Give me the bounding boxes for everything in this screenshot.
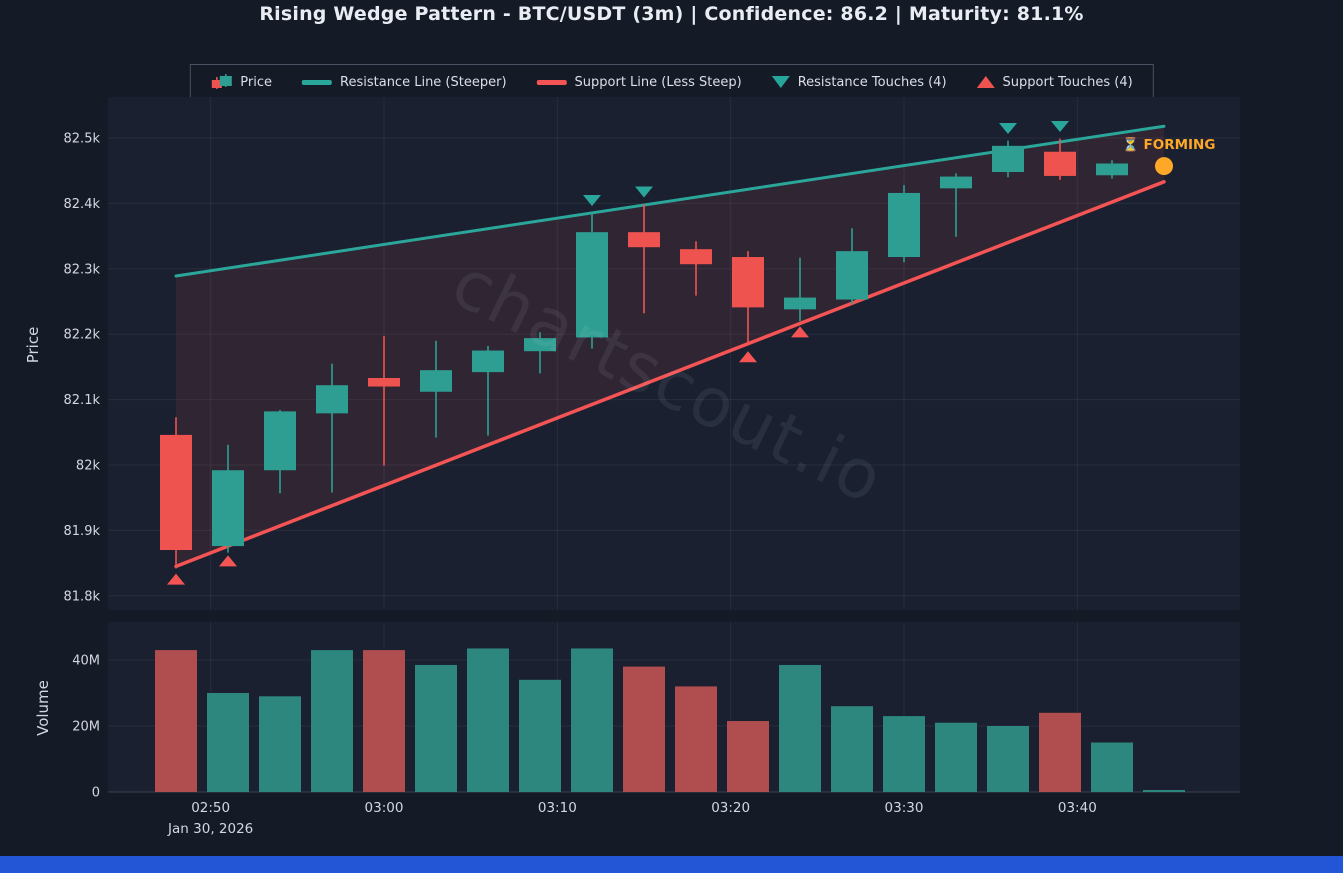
candlestick	[1044, 138, 1076, 180]
candlestick	[888, 185, 920, 263]
forming-status-badge: ⏳ FORMING	[1122, 137, 1216, 153]
candlestick	[680, 241, 712, 296]
volume-bar	[831, 706, 873, 792]
tick-label: 82k	[76, 459, 101, 474]
support-touch-marker	[167, 573, 185, 585]
tick-label: Jan 30, 2026	[167, 821, 253, 837]
triangle-down-icon	[771, 76, 790, 88]
tick-label: 03:30	[885, 800, 924, 816]
tick-label: 81.8k	[64, 589, 101, 604]
candlestick	[368, 336, 400, 466]
resistance-touch-marker	[999, 123, 1017, 134]
candlestick	[784, 257, 816, 322]
resistance-touch-marker	[635, 186, 653, 198]
tick-label: 03:00	[365, 800, 404, 816]
legend-label: Support Line (Less Steep)	[574, 74, 742, 90]
volume-bar	[1091, 742, 1133, 792]
resistance-touch-marker	[1051, 121, 1069, 133]
candlestick	[732, 251, 764, 345]
volume-chart: 02:50 03:00 03:10 03:20 03:30 03:40 Jan 30, 20…	[72, 622, 1240, 837]
legend: Price Resistance Line (Steeper) Support …	[189, 64, 1154, 100]
legend-label: Resistance Line (Steeper)	[340, 74, 507, 90]
volume-bar	[935, 722, 977, 792]
volume-bar	[207, 693, 249, 792]
volume-bar	[883, 716, 925, 792]
candlestick	[472, 345, 504, 436]
tick-label: 82.1k	[64, 393, 101, 408]
support-touch-marker	[219, 555, 237, 567]
legend-item-resistance-line[interactable]: Resistance Line (Steeper)	[302, 75, 507, 90]
tick-label: 03:10	[538, 800, 577, 816]
candlestick	[940, 173, 972, 237]
resistance-line-swatch-icon	[302, 79, 333, 85]
volume-bar	[1143, 790, 1185, 792]
volume-bar	[1039, 712, 1081, 792]
support-line-swatch-icon	[536, 79, 567, 85]
candlestick-swatch-icon	[211, 74, 232, 89]
tick-label: 82.4k	[64, 197, 101, 212]
legend-label: Price	[240, 74, 273, 90]
volume-bar	[415, 664, 457, 792]
price-plot-area	[108, 97, 1240, 610]
volume-bar	[519, 679, 561, 792]
candlestick	[1096, 160, 1128, 179]
price-axis-title: Price	[24, 326, 42, 364]
volume-bar	[987, 726, 1029, 792]
tick-label: 0	[92, 786, 100, 801]
tick-label: 03:20	[711, 800, 750, 816]
candlestick	[420, 340, 452, 438]
volume-bar	[467, 648, 509, 792]
tick-label: 82.5k	[64, 132, 101, 147]
legend-item-resistance-touches[interactable]: Resistance Touches (4)	[771, 74, 947, 90]
tick-label: 20M	[72, 720, 100, 735]
tick-label: 40M	[72, 654, 100, 669]
legend-label: Support Touches (4)	[1002, 74, 1133, 90]
candlestick	[576, 212, 608, 349]
bottom-accent-strip	[0, 856, 1343, 873]
volume-bar	[311, 650, 353, 792]
candlestick	[264, 410, 296, 494]
candlestick	[160, 417, 192, 569]
tick-label: 03:40	[1058, 800, 1097, 816]
candlestick	[524, 332, 556, 374]
volume-axis-title: Volume	[34, 680, 52, 736]
candlestick	[212, 444, 244, 553]
legend-label: Resistance Touches (4)	[797, 74, 947, 90]
volume-bar	[675, 686, 717, 792]
tick-label: 82.2k	[64, 328, 101, 343]
candlestick	[628, 204, 660, 314]
legend-item-price[interactable]: Price	[210, 74, 272, 90]
volume-bar	[779, 664, 821, 792]
volume-bar	[727, 721, 769, 792]
tick-label: 02:50	[191, 800, 230, 816]
resistance-touch-marker	[583, 194, 601, 206]
candlestick	[836, 228, 868, 305]
volume-bar	[571, 648, 613, 792]
volume-bar	[363, 650, 405, 792]
legend-item-support-line[interactable]: Support Line (Less Steep)	[536, 74, 742, 90]
support-touch-marker	[791, 326, 809, 338]
current-price-dot	[1155, 157, 1173, 176]
price-chart: 82.5k 82.4k 82.3k 82.2k 82.1k 82k 81.9k 81.8k	[64, 97, 1240, 610]
volume-bar	[259, 696, 301, 792]
tick-label: 82.3k	[64, 262, 101, 277]
chart-title: Rising Wedge Pattern - BTC/USDT (3m) | C…	[259, 3, 1084, 25]
volume-bar	[155, 650, 197, 792]
candlestick	[316, 363, 348, 493]
candlestick	[992, 140, 1024, 178]
tick-label: 81.9k	[64, 524, 101, 539]
support-touch-marker	[739, 351, 757, 363]
triangle-up-icon	[976, 76, 995, 88]
support-line	[174, 180, 1166, 569]
legend-item-support-touches[interactable]: Support Touches (4)	[976, 74, 1133, 90]
volume-bar	[623, 666, 665, 792]
